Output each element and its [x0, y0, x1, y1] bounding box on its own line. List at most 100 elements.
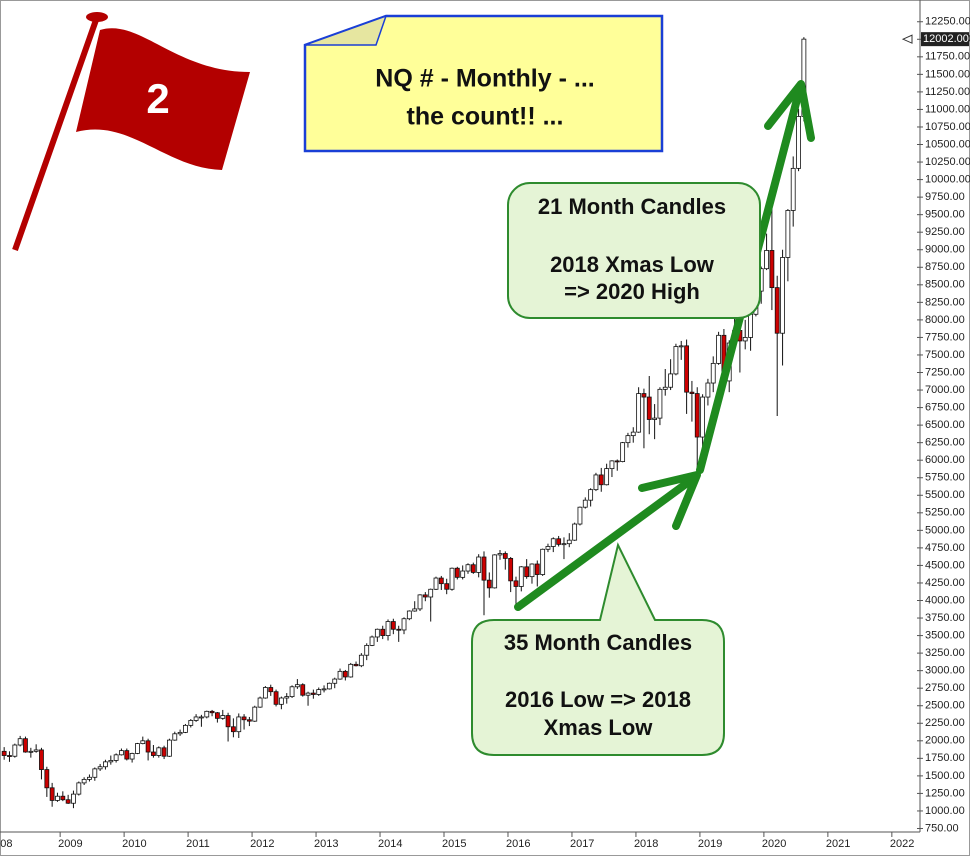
x-tick-label: 2009 [58, 838, 82, 850]
candle-body [183, 724, 188, 733]
callout-text: 35 Month Candles [504, 630, 692, 655]
y-tick-label: 6000.00 [925, 454, 965, 466]
y-tick-label: 8250.00 [925, 296, 965, 308]
y-tick-label: 1250.00 [925, 787, 965, 799]
candle-body [348, 663, 354, 678]
x-tick-label: 2020 [762, 838, 786, 850]
last-price-label: 12002.00 [923, 33, 969, 45]
candle-body [236, 716, 242, 733]
x-tick-label: 2018 [634, 838, 658, 850]
y-tick-label: 3250.00 [925, 647, 965, 659]
candle-body [300, 684, 306, 696]
x-tick-label: 2011 [186, 838, 210, 850]
candle-body [17, 738, 23, 746]
y-tick-label: 750.00 [925, 822, 959, 834]
candle-body [167, 739, 172, 757]
y-tick-label: 3500.00 [925, 629, 965, 641]
candle-body [23, 738, 28, 753]
y-tick-label: 10250.00 [925, 156, 970, 168]
y-tick-label: 5250.00 [925, 507, 965, 519]
candle-body [284, 696, 290, 699]
y-tick-label: 7000.00 [925, 384, 965, 396]
candle-body [310, 692, 316, 695]
candle-body [220, 715, 226, 719]
candle-body [444, 583, 450, 590]
y-tick-label: 7500.00 [925, 349, 965, 361]
candle-body [39, 749, 44, 770]
y-tick-label: 8000.00 [925, 314, 965, 326]
candle-body [716, 334, 721, 364]
candle-body [241, 716, 247, 721]
candle-body [342, 670, 348, 678]
candle-body [492, 554, 498, 589]
candle-body [662, 386, 668, 390]
candle-body [684, 345, 690, 393]
candle-body [97, 766, 103, 770]
y-tick-label: 9250.00 [925, 226, 965, 238]
last-price-pointer [901, 34, 913, 44]
x-tick-label: 2021 [826, 838, 850, 850]
candle-body [790, 167, 796, 211]
candle-body [742, 337, 748, 342]
candle-body [422, 594, 428, 598]
candle-body [199, 716, 204, 719]
candle-body [561, 543, 567, 546]
title-box: NQ # - Monthly - ... the count!! ... [303, 14, 664, 153]
candle-body [396, 628, 402, 631]
candle-body [577, 506, 583, 525]
candle-body [508, 558, 514, 582]
candle-body [673, 346, 679, 375]
y-tick-label: 8750.00 [925, 261, 965, 273]
candle-body [614, 460, 620, 463]
x-tick-label: 2016 [506, 838, 530, 850]
candle-body [524, 566, 530, 578]
callout-text: 21 Month Candles [538, 194, 726, 219]
y-tick-label: 6750.00 [925, 401, 965, 413]
y-tick-label: 6250.00 [925, 437, 965, 449]
candle-body [273, 691, 279, 705]
candle-body [374, 628, 380, 638]
candle-body [294, 684, 300, 688]
candle-body [7, 755, 12, 757]
y-tick-label: 3000.00 [925, 665, 965, 677]
x-tick-label: 2014 [378, 838, 402, 850]
candle-body [598, 474, 604, 486]
title-line: NQ # - Monthly - ... [375, 65, 594, 93]
candle-body [124, 750, 130, 760]
x-tick-label: 008 [0, 838, 13, 850]
candle-body [119, 750, 124, 756]
candle-body [406, 610, 412, 620]
callout-box [507, 182, 761, 319]
candle-body [774, 287, 780, 334]
candle-body [262, 687, 268, 699]
candle-body [358, 654, 364, 667]
y-tick-label: 4000.00 [925, 594, 965, 606]
candle-body [390, 621, 396, 630]
candle-body [460, 570, 466, 578]
y-tick-label: 7250.00 [925, 366, 965, 378]
arrow-head [764, 80, 815, 142]
y-tick-label: 4500.00 [925, 559, 965, 571]
candle-body [332, 678, 338, 684]
candle-body [652, 417, 658, 420]
x-tick-label: 2010 [122, 838, 146, 850]
candle-body [71, 793, 76, 804]
candle-body [145, 740, 151, 753]
candle-body [470, 564, 476, 573]
y-tick-label: 9000.00 [925, 244, 965, 256]
candle-body [630, 431, 636, 437]
candle-body [540, 548, 546, 575]
candle-body [230, 726, 236, 733]
candle-body [646, 396, 652, 420]
candle-body [225, 715, 231, 728]
y-tick-label: 1750.00 [925, 752, 965, 764]
y-tick-label: 11250.00 [925, 86, 970, 98]
x-tick-label: 2019 [698, 838, 722, 850]
candle-body [278, 697, 284, 705]
candle-body [572, 523, 578, 541]
candle-body [337, 670, 343, 680]
callout: 21 Month Candles 2018 Xmas Low => 2020 H… [507, 182, 761, 319]
candle-body [44, 769, 50, 789]
flag-cloth [76, 28, 250, 171]
y-tick-label: 4750.00 [925, 542, 965, 554]
